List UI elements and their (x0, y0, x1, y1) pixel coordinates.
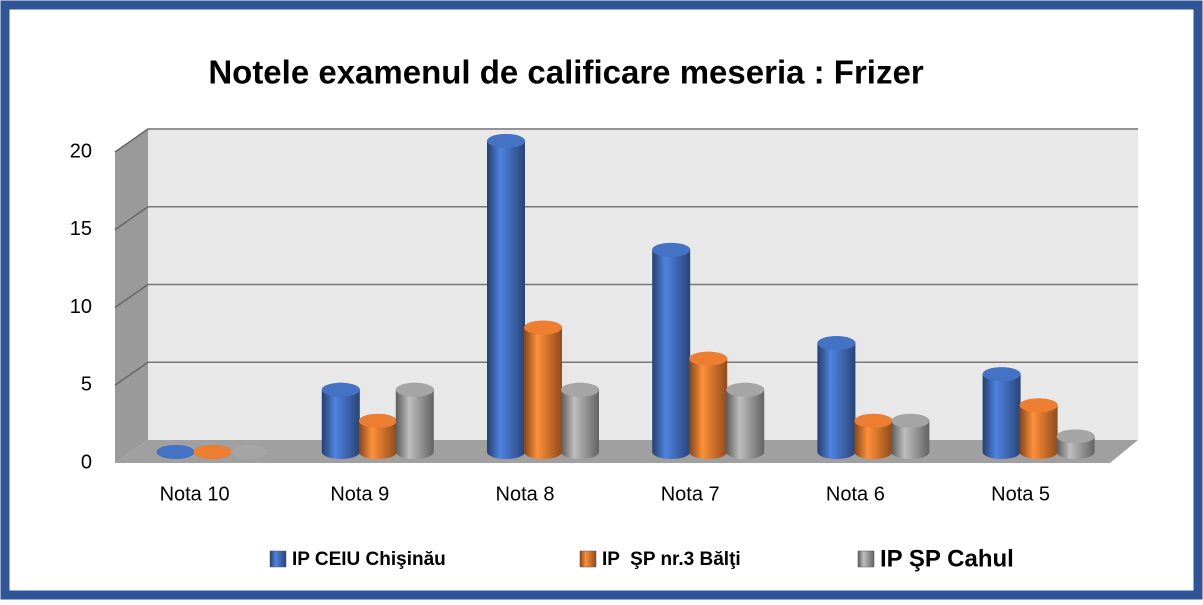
legend-label: IP ŞP Cahul (880, 545, 1014, 572)
y-tick-label: 0 (81, 451, 92, 473)
bar-top (487, 134, 525, 148)
bar (395, 382, 434, 460)
bar (321, 382, 360, 460)
bar-top (982, 367, 1021, 382)
x-tick-label: Nota 10 (160, 483, 230, 505)
y-tick-label: 20 (70, 140, 92, 162)
bar-top (817, 336, 856, 351)
x-tick-label: Nota 5 (991, 483, 1050, 505)
bar-top (1056, 429, 1095, 444)
legend-swatch (857, 550, 875, 568)
y-tick-label: 15 (70, 218, 92, 240)
y-tick-label: 10 (70, 296, 92, 318)
bar (726, 382, 765, 460)
legend-swatch (269, 550, 287, 568)
bar-top (1019, 398, 1058, 413)
bar-top (854, 413, 893, 428)
grid-line-side (114, 206, 149, 231)
bar-top (395, 382, 434, 397)
grid-line-side (114, 128, 149, 153)
x-tick-label: Nota 9 (330, 483, 389, 505)
bar-top (230, 445, 269, 459)
bar (817, 336, 856, 460)
bar (689, 351, 728, 460)
bar (487, 134, 525, 459)
chart-title: Notele examenul de calificare meseria : … (208, 54, 923, 91)
bar-top (652, 242, 691, 257)
grid-line-side (114, 283, 149, 309)
x-tick-label: Nota 8 (496, 483, 555, 505)
bar-top (891, 413, 930, 428)
legend-label: IP CEIU Chişinău (292, 549, 446, 570)
bar-top (156, 445, 195, 459)
bar-top (193, 445, 232, 459)
bar (982, 367, 1021, 460)
bar-top (689, 351, 728, 366)
y-tick-label: 5 (81, 374, 92, 396)
bar-top (321, 382, 360, 397)
x-tick-label: Nota 6 (826, 483, 885, 505)
bar-top (524, 320, 562, 335)
bar-top (561, 382, 599, 397)
bar-top (726, 382, 765, 397)
legend-label: IP ŞP nr.3 Bălţi (602, 549, 741, 570)
bar (1019, 398, 1058, 460)
grid-line-side (114, 361, 149, 386)
bar (524, 320, 562, 459)
legend-swatch (579, 550, 597, 568)
bar (652, 242, 691, 460)
bar (561, 382, 599, 459)
x-tick-label: Nota 7 (661, 483, 720, 505)
bar-top (358, 413, 397, 428)
